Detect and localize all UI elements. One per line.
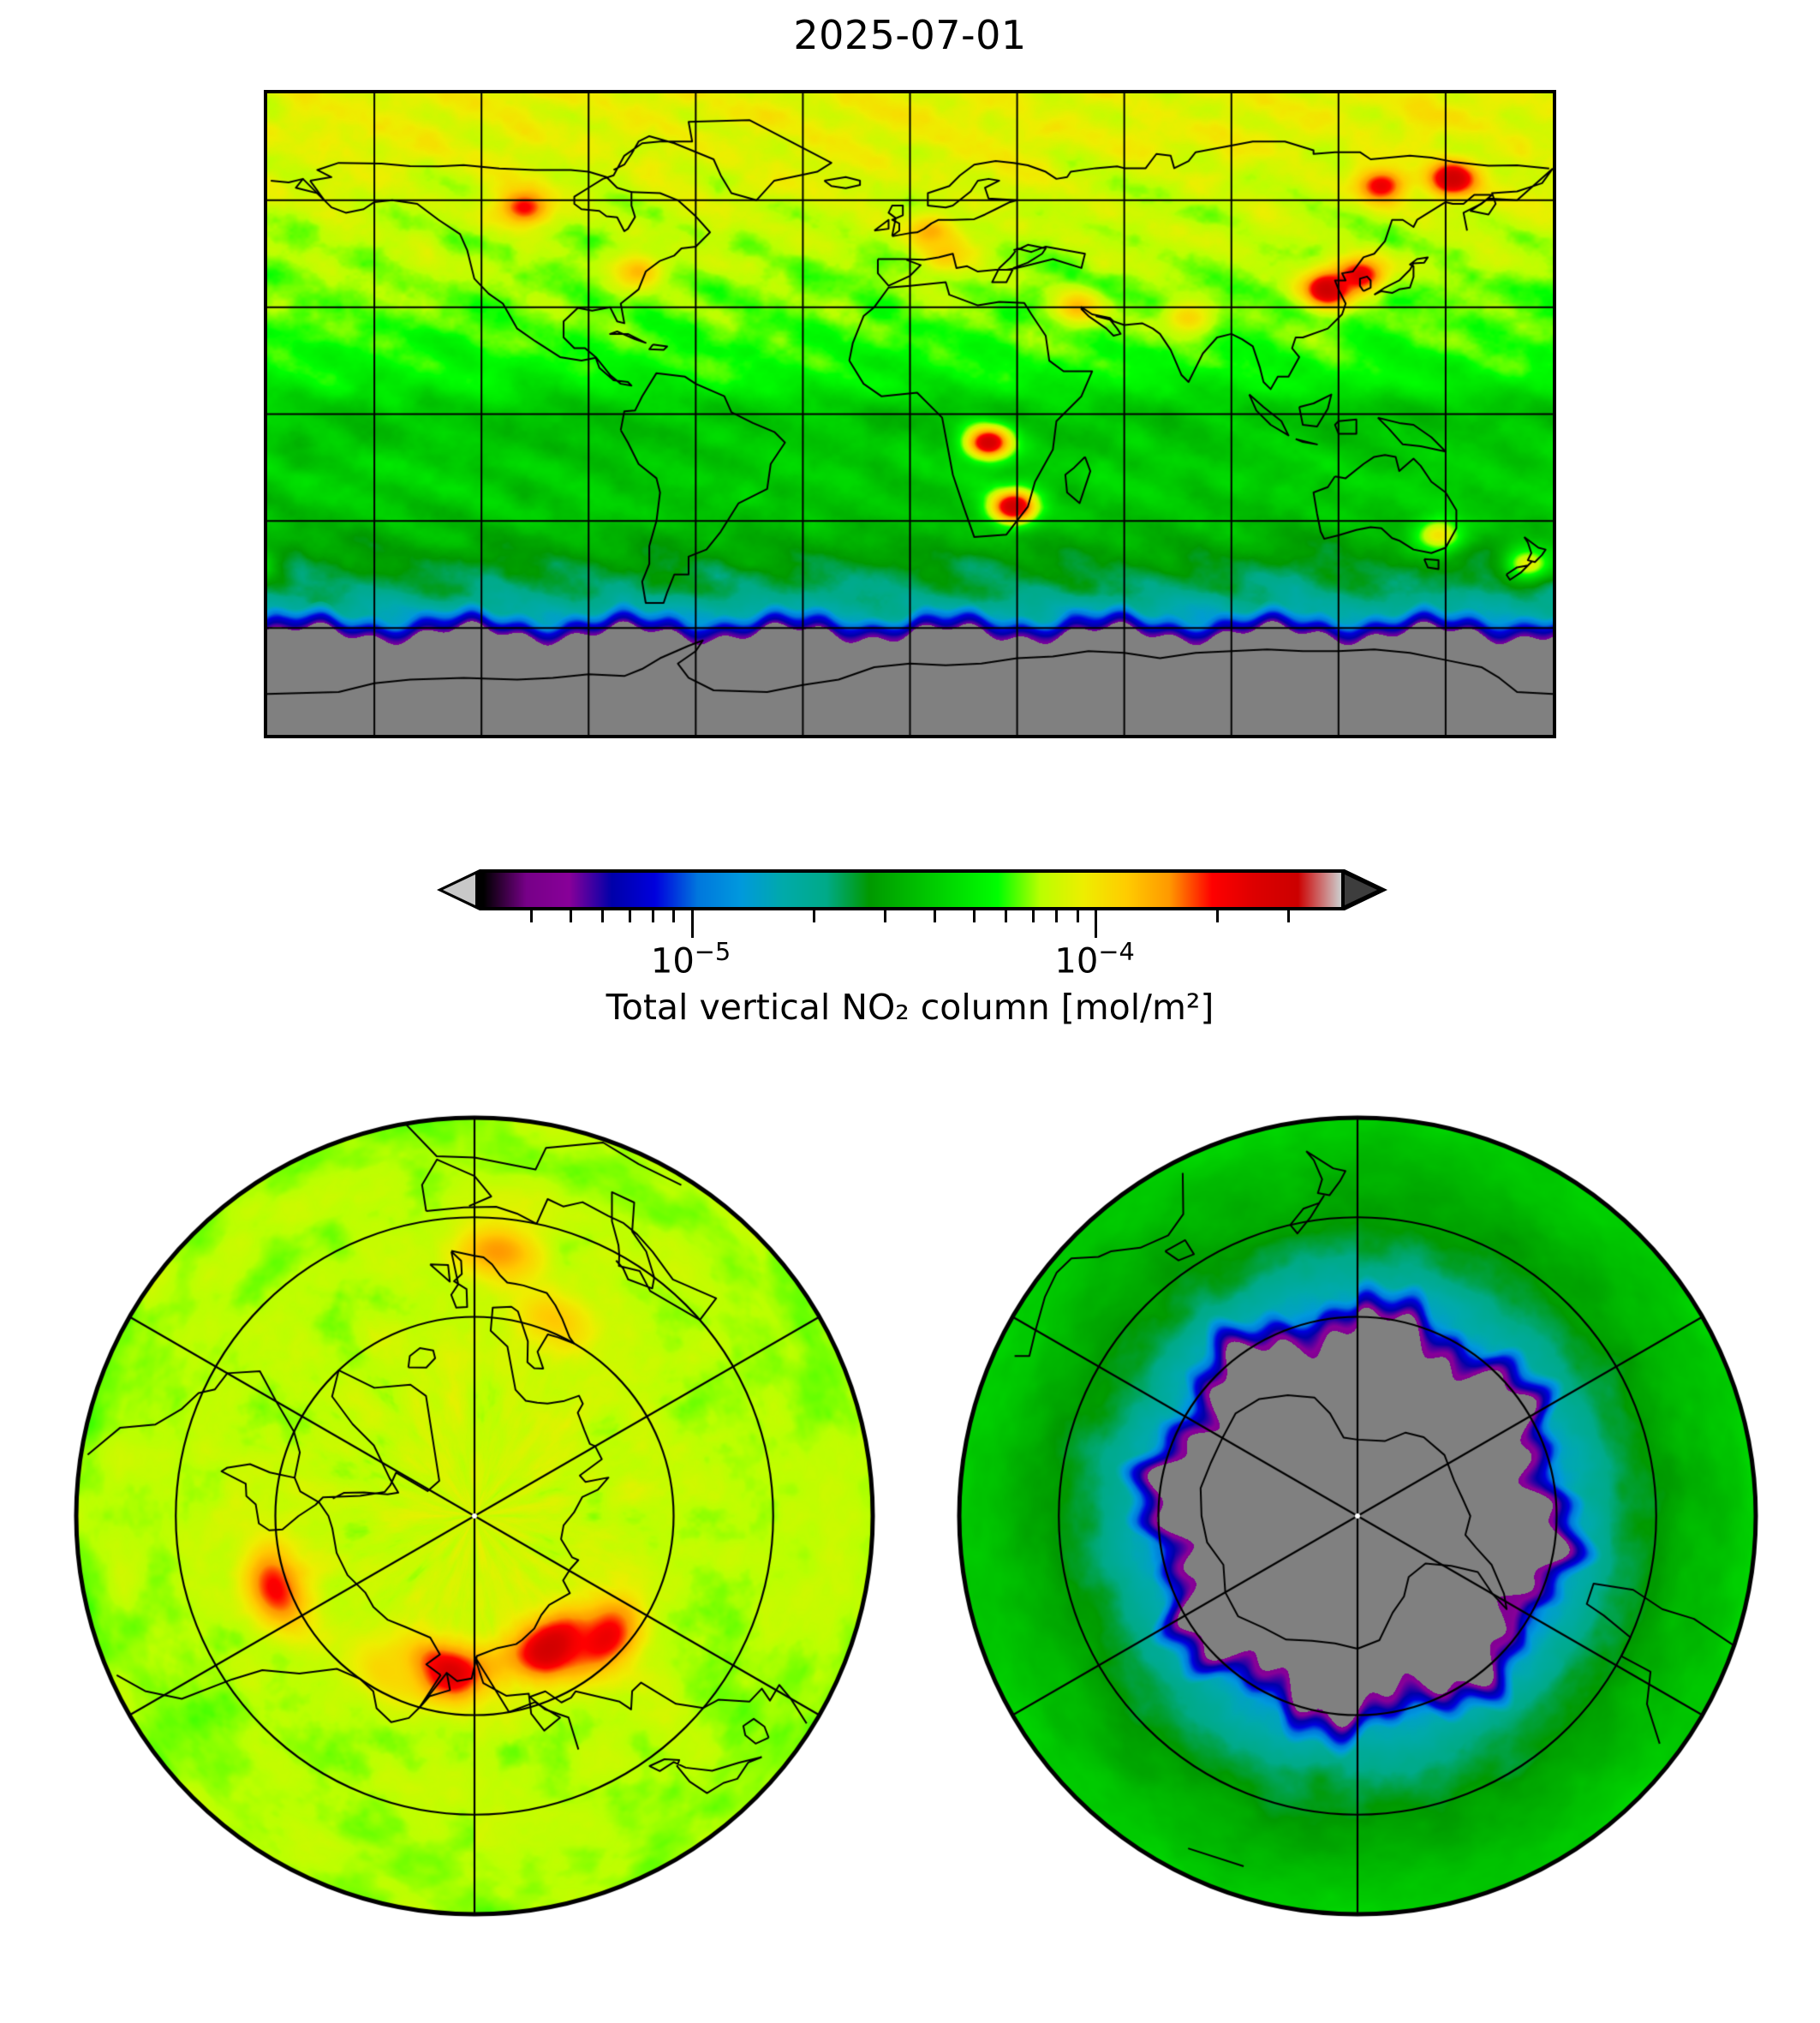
colorbar-minor-tick [1032,910,1035,922]
colorbar-minor-tick [812,910,815,922]
colorbar-minor-tick [1076,910,1079,922]
colorbar-over-fill [1345,874,1377,905]
colorbar-axis-label: Total vertical NO₂ column [mol/m²] [606,987,1214,1028]
figure-title: 2025-07-01 [793,12,1027,58]
north-polar-panel [72,1113,877,1919]
colorbar-minor-tick [1005,910,1008,922]
colorbar-minor-tick [1287,910,1291,922]
colorbar-minor-tick [883,910,886,922]
colorbar-minor-tick [934,910,937,922]
south-polar-canvas [955,1113,1760,1919]
colorbar-major-tick [690,910,694,938]
colorbar-minor-tick [569,910,572,922]
colorbar-minor-tick [600,910,604,922]
global-map-panel [264,90,1556,738]
colorbar-minor-tick [628,910,631,922]
colorbar-gradient [483,873,1341,907]
colorbar-body [480,869,1345,910]
colorbar-minor-tick [1216,910,1220,922]
colorbar-minor-tick [651,910,654,922]
north-polar-canvas [72,1113,877,1919]
colorbar-tick-label-1e-4: 10−4 [1054,937,1135,982]
global-map-canvas [267,93,1553,735]
colorbar-major-tick [1095,910,1098,938]
colorbar-tick-label-1e-5: 10−5 [650,937,731,982]
colorbar: 10−5 10−4 [433,862,1387,981]
colorbar-minor-tick [529,910,533,922]
colorbar-under-fill [443,874,475,905]
south-polar-panel [955,1113,1760,1919]
colorbar-minor-tick [973,910,976,922]
colorbar-minor-tick [1055,910,1059,922]
colorbar-minor-tick [671,910,675,922]
colorbar-ticks [480,910,1345,945]
